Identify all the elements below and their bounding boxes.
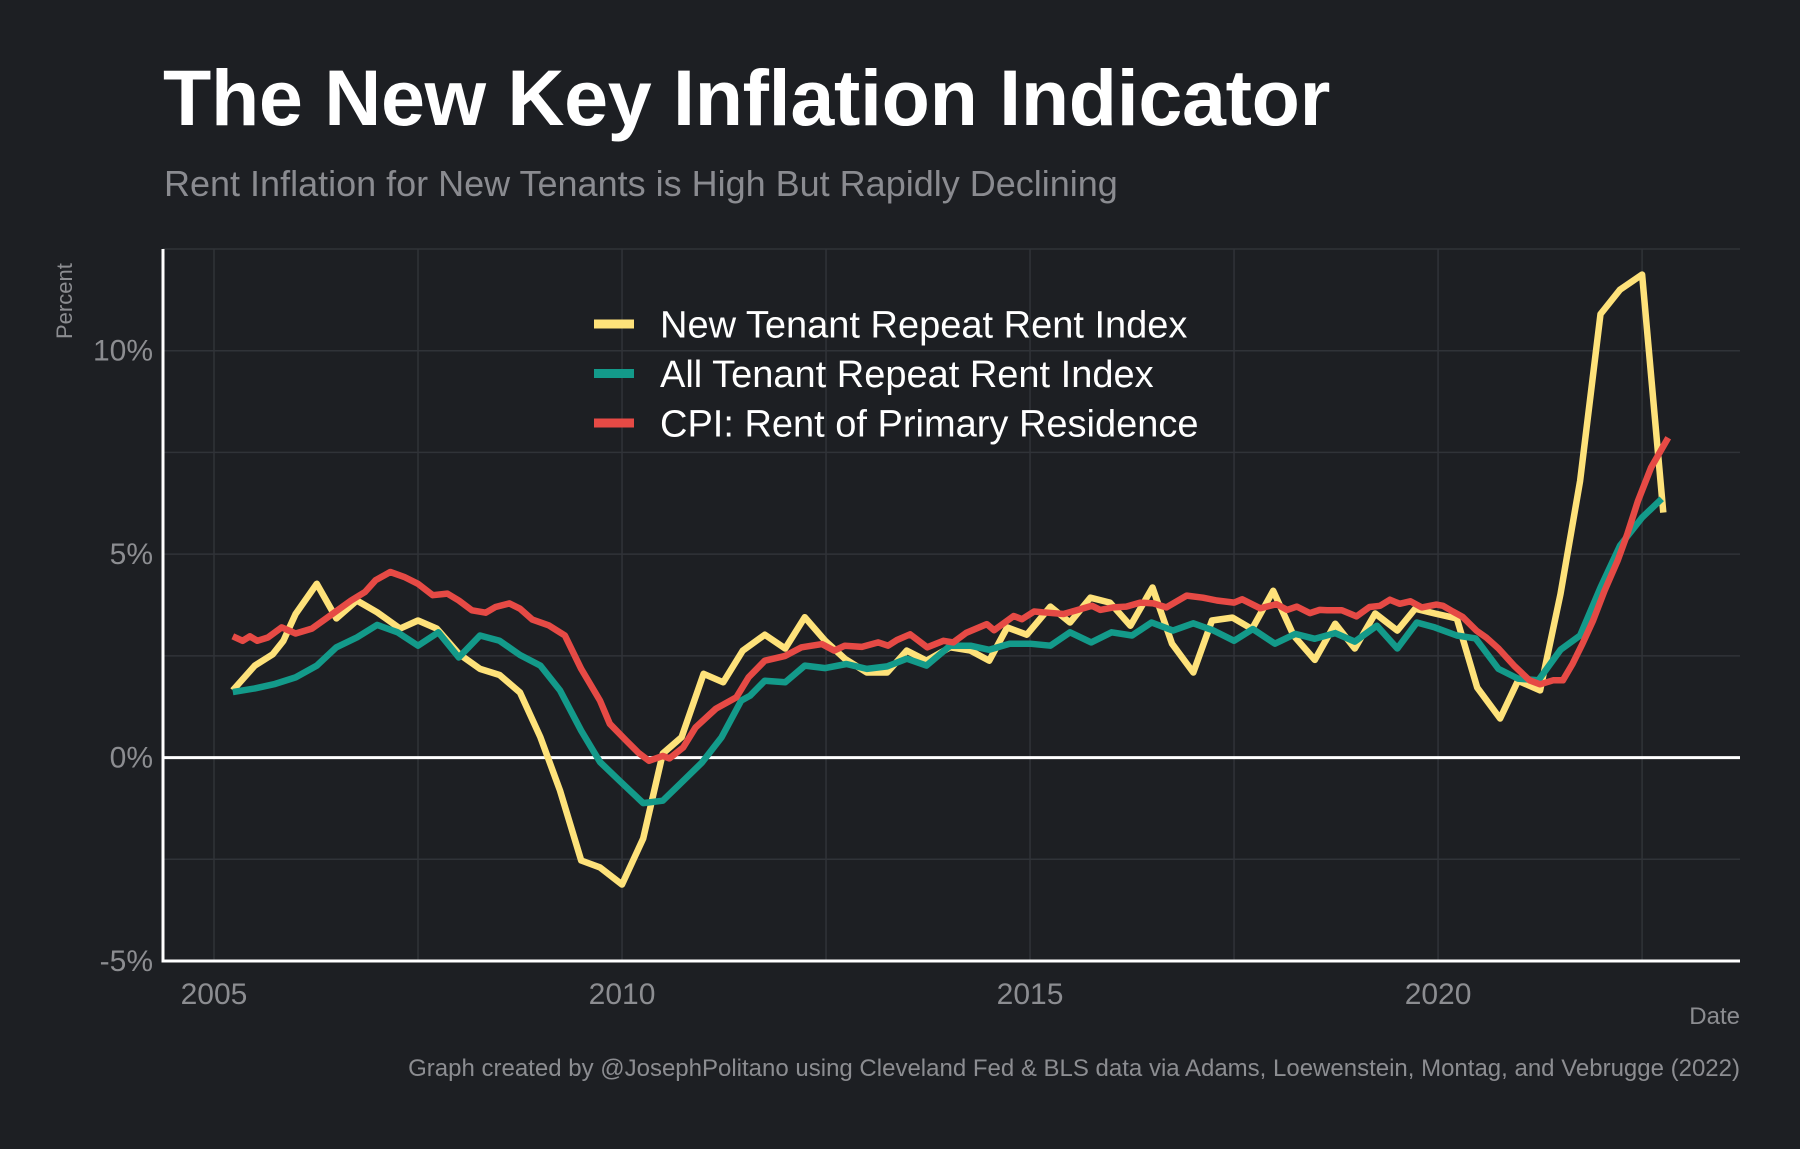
chart-title: The New Key Inflation Indicator — [163, 53, 1331, 142]
source-caption: Graph created by @JosephPolitano using C… — [408, 1055, 1740, 1082]
x-tick-label: 2015 — [997, 978, 1064, 1011]
legend-label: CPI: Rent of Primary Residence — [660, 404, 1199, 446]
series-line-cpi-rent — [231, 436, 1672, 765]
chart-subtitle: Rent Inflation for New Tenants is High B… — [164, 163, 1118, 204]
y-tick-label: 10% — [93, 335, 153, 368]
tick-labels: -5% 0% 5% 10% 2005 2010 2015 2020 — [93, 335, 1471, 1011]
series-lines — [230, 271, 1672, 888]
x-tick-label: 2020 — [1405, 978, 1472, 1011]
legend-item: All Tenant Repeat Rent Index — [594, 354, 1154, 396]
y-tick-label: 0% — [110, 742, 153, 775]
x-tick-label: 2010 — [589, 978, 656, 1011]
series-line-all-tenant — [232, 496, 1664, 807]
legend-key-cpi-rent — [594, 418, 634, 428]
legend-item: New Tenant Repeat Rent Index — [594, 305, 1187, 347]
legend-key-new-tenant — [594, 319, 634, 329]
x-tick-label: 2005 — [181, 978, 248, 1011]
legend-item: CPI: Rent of Primary Residence — [594, 404, 1199, 446]
legend: New Tenant Repeat Rent Index All Tenant R… — [594, 305, 1199, 446]
legend-label: All Tenant Repeat Rent Index — [660, 354, 1154, 396]
y-tick-label: -5% — [100, 945, 153, 978]
legend-label: New Tenant Repeat Rent Index — [660, 305, 1187, 347]
y-tick-label: 5% — [110, 538, 153, 571]
x-axis-label: Date — [1689, 1003, 1740, 1030]
axes — [161, 249, 1740, 963]
legend-key-all-tenant — [594, 369, 634, 378]
